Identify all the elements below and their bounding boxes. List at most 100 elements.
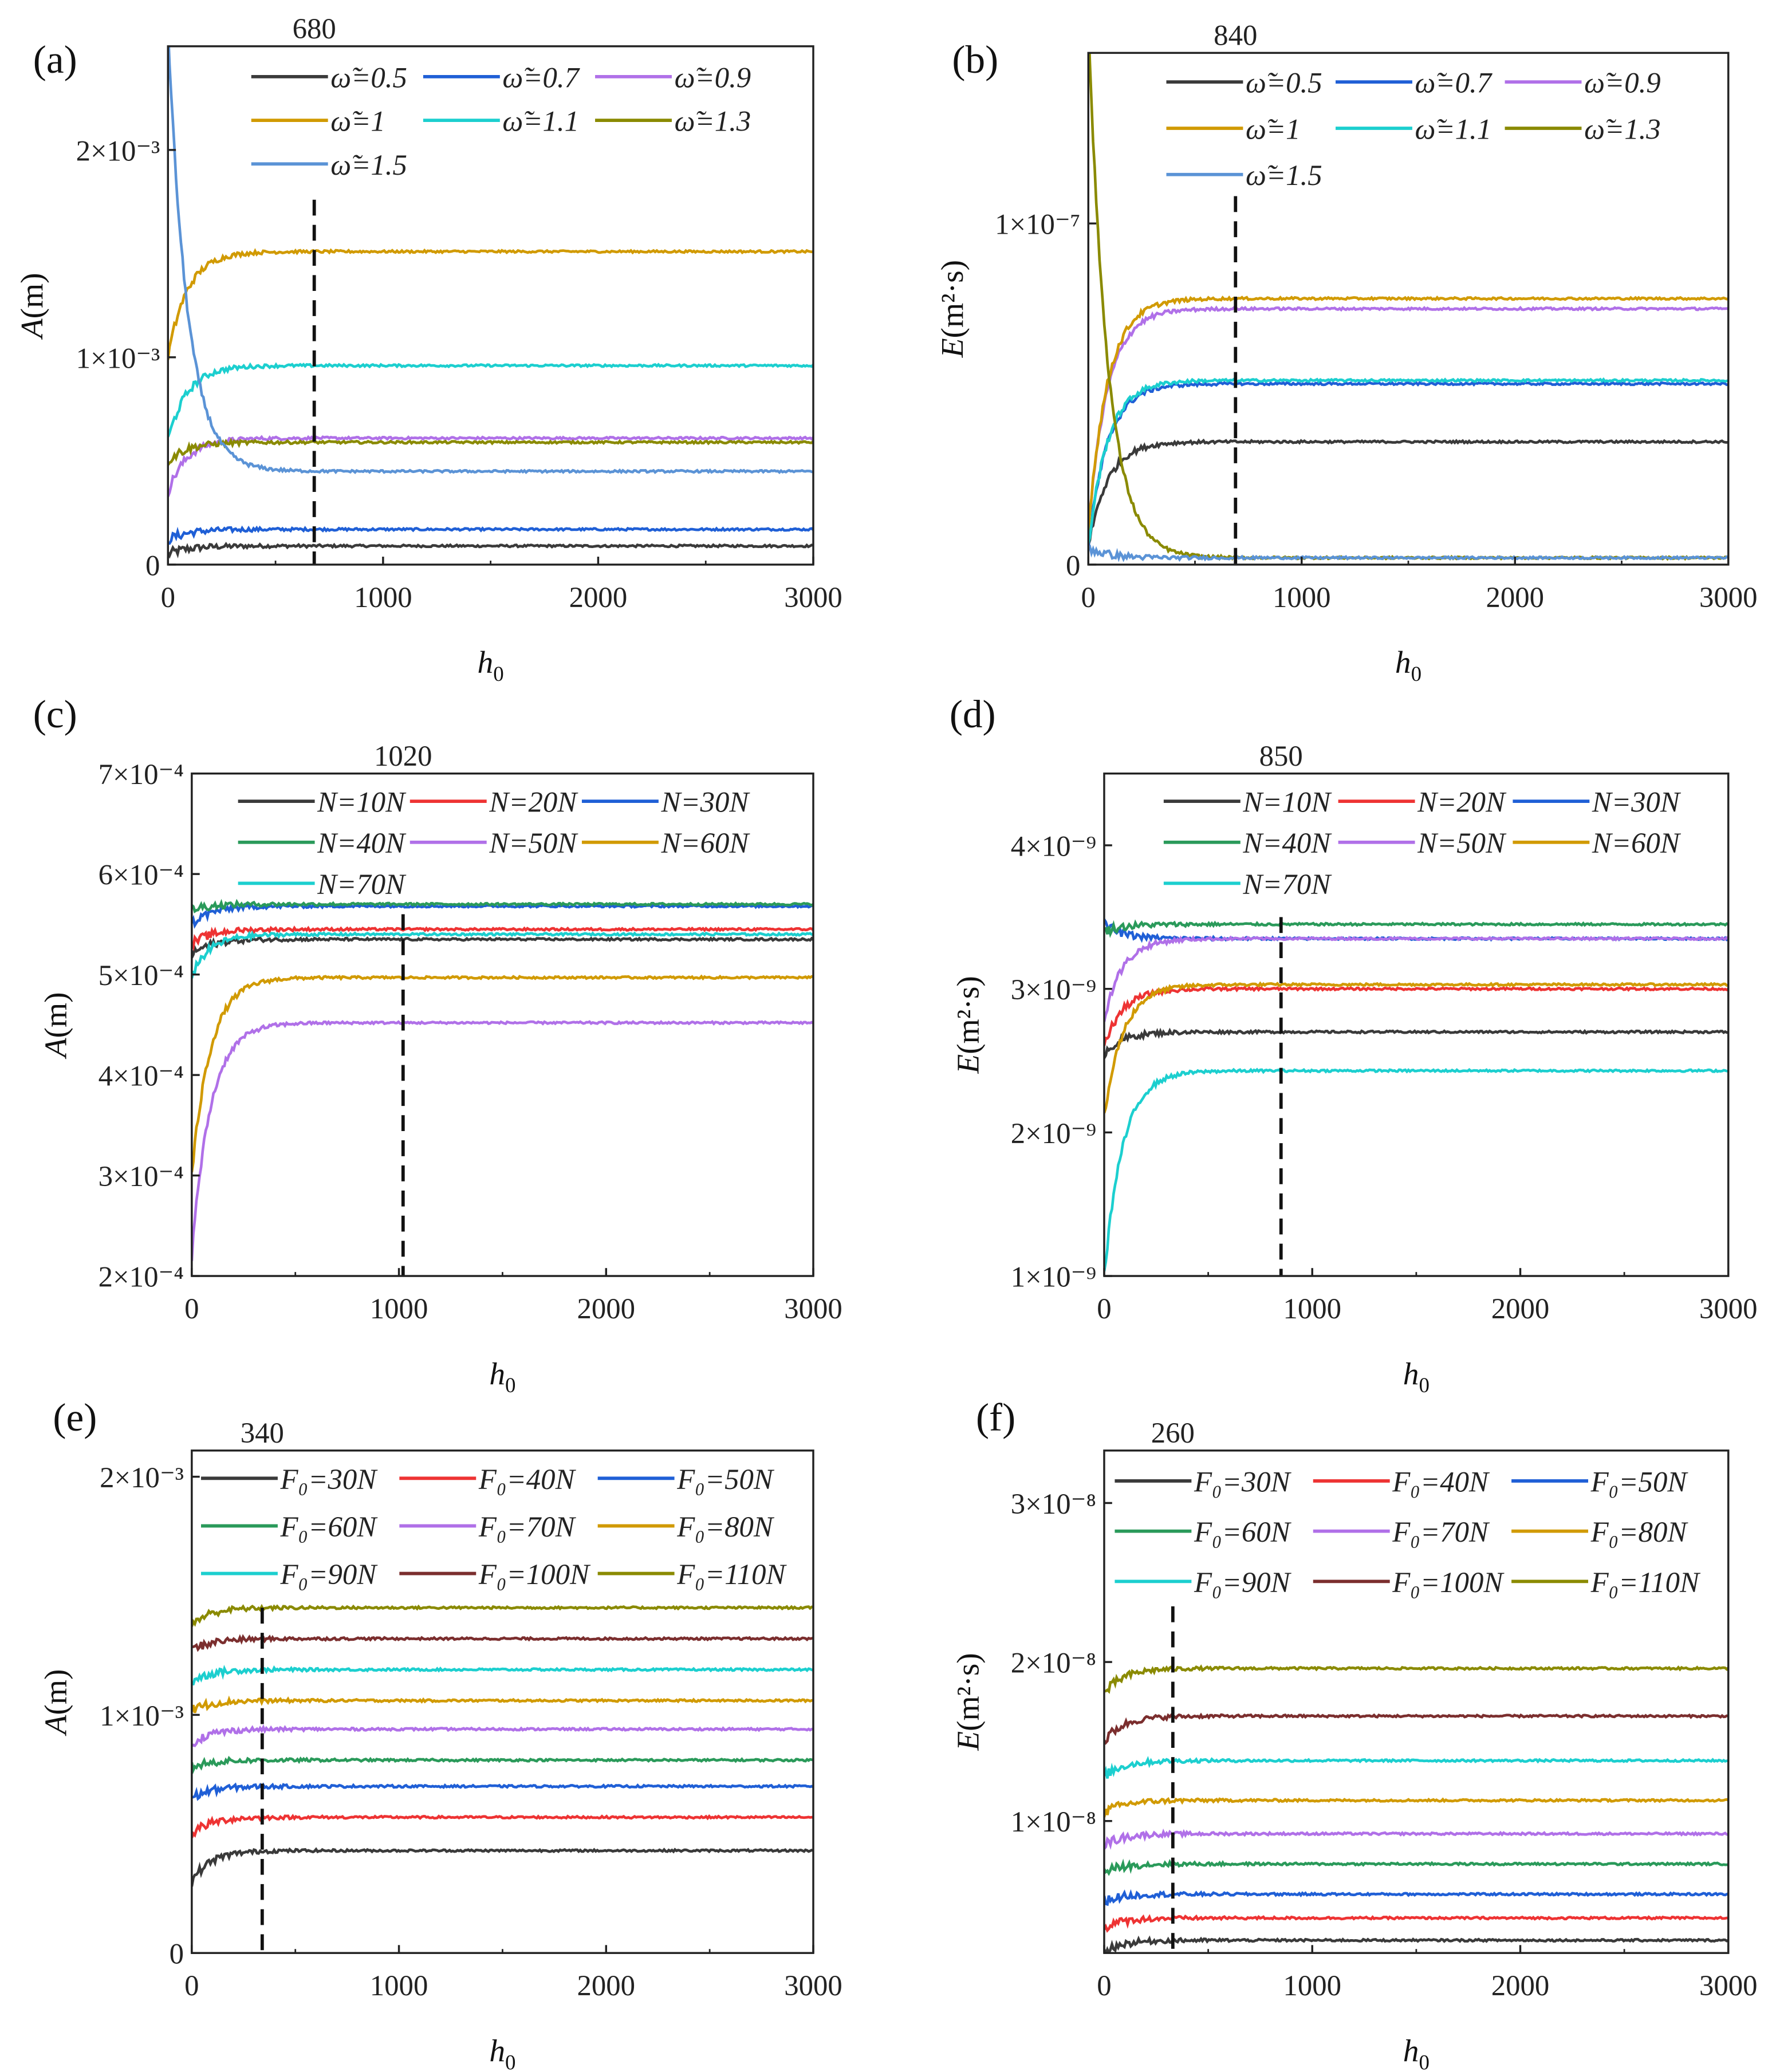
y-tick-label: 5×10⁻⁴	[99, 959, 184, 991]
y-tick-label: 1×10⁻⁸	[1011, 1806, 1096, 1838]
legend-item: N=10N	[238, 786, 407, 818]
legend-item: ω̃=0.9	[595, 61, 751, 93]
legend-item: N=20N	[409, 786, 578, 818]
legend-label: ω̃=0.9	[675, 61, 751, 93]
x-tick-label: 0	[184, 1969, 199, 2002]
x-tick-label: 3000	[1699, 1293, 1758, 1325]
series-line-0	[1088, 438, 1728, 546]
legend-item: F₀=50N	[597, 1463, 775, 1495]
legend-label: ω̃=0.7	[1415, 67, 1493, 99]
series-line-2	[191, 903, 814, 929]
x-axis-label-var: h	[1395, 645, 1411, 680]
y-tick-label: 2×10⁻³	[76, 135, 160, 167]
y-axis-label-var: A	[38, 1714, 73, 1736]
legend-item: ω̃=1.5	[251, 149, 407, 181]
y-axis-label: A(m)	[38, 1669, 73, 1737]
y-tick-label: 6×10⁻⁴	[99, 859, 184, 891]
legend-item: F₀=80N	[597, 1511, 775, 1543]
chart-panel-d: (d) 850 0 1000 2000 3000 1×10⁻⁹ 2×10⁻⁹ 3×10⁻⁹ 4×1…	[950, 692, 1758, 1397]
legend-item: F₀=30N	[201, 1463, 378, 1495]
legend-item: ω̃=1.3	[1505, 113, 1661, 145]
legend-item: F₀=40N	[399, 1463, 577, 1495]
legend-label: N=10N	[317, 786, 407, 818]
series-line-0	[191, 935, 814, 959]
legend-label: N=70N	[317, 868, 407, 900]
legend-label: F₀=70N	[1392, 1516, 1490, 1548]
x-tick-label: 1000	[370, 1969, 428, 2002]
legend-label: F₀=30N	[1194, 1466, 1292, 1498]
y-axis-label-var: A	[14, 318, 49, 340]
series-line-3	[168, 248, 814, 360]
series-line-1	[1104, 985, 1728, 1046]
legend-label: N=40N	[1242, 827, 1332, 859]
series-line-7	[1104, 1712, 1728, 1745]
legend-item: N=60N	[581, 827, 750, 859]
legend-item: ω̃=0.7	[423, 61, 581, 93]
x-tick-label: 2000	[1486, 581, 1544, 613]
x-tick-label: 0	[184, 1293, 199, 1325]
x-tick-label: 0	[1097, 1969, 1111, 2002]
x-tick-label: 3000	[784, 1969, 842, 2002]
x-tick-label: 2000	[1491, 1969, 1550, 2002]
x-axis-label: h0	[1395, 645, 1421, 686]
y-tick-label: 0	[170, 1938, 184, 1970]
legend: N=10N N=20N N=30N N=40N N=50N N=60N N=70N	[238, 786, 750, 900]
y-tick-label: 3×10⁻⁴	[99, 1160, 184, 1192]
legend-label: F₀=60N	[1194, 1516, 1292, 1548]
x-tick-label: 1000	[1273, 581, 1331, 613]
legend-label: N=20N	[1417, 786, 1507, 818]
legend-item: ω̃=0.7	[1336, 67, 1493, 99]
legend-item: ω̃=0.5	[251, 61, 407, 93]
legend-item: F₀=60N	[201, 1511, 378, 1543]
threshold-annotation: 340	[241, 1417, 284, 1449]
legend-label: N=30N	[660, 786, 750, 818]
legend-item: N=40N	[1163, 827, 1332, 859]
legend-item: F₀=110N	[597, 1558, 787, 1590]
series-line-4	[191, 1019, 814, 1261]
legend-label: ω̃=1	[1246, 113, 1301, 145]
series-line-4	[1088, 377, 1728, 544]
legend-label: F₀=110N	[676, 1558, 787, 1590]
legend-item: N=70N	[238, 868, 407, 900]
series-line-8	[1104, 1664, 1728, 1694]
legend-label: N=60N	[1592, 827, 1682, 859]
x-tick-label: 3000	[1699, 1969, 1758, 2002]
series-line-6	[1104, 1756, 1728, 1779]
y-tick-label: 1×10⁻⁷	[995, 208, 1080, 241]
legend-item: F₀=70N	[1313, 1516, 1490, 1548]
legend-item: N=10N	[1163, 786, 1332, 818]
y-tick-label: 2×10⁻⁹	[1011, 1117, 1096, 1149]
x-axis-label: h0	[1403, 2034, 1430, 2072]
legend-item: N=30N	[1513, 786, 1682, 818]
x-tick-label: 3000	[784, 1293, 842, 1325]
legend-label: F₀=80N	[1590, 1516, 1689, 1548]
y-axis-label: A(m)	[38, 992, 73, 1059]
legend: F₀=30N F₀=40N F₀=50N F₀=60N F₀=70N F₀=80N F₀=9…	[201, 1463, 787, 1590]
y-tick-label: 2×10⁻⁸	[1011, 1647, 1096, 1679]
y-tick-label: 1×10⁻³	[100, 1700, 184, 1732]
legend-item: F₀=30N	[1115, 1466, 1292, 1498]
series-line-8	[191, 1604, 814, 1627]
legend-item: ω̃=1.1	[1336, 113, 1491, 145]
y-tick-label: 4×10⁻⁹	[1011, 830, 1096, 862]
y-tick-label: 7×10⁻⁴	[99, 758, 184, 790]
panel-label: (c)	[33, 692, 77, 736]
legend-item: F₀=60N	[1115, 1516, 1292, 1548]
legend-label: ω̃=0.5	[330, 61, 407, 93]
y-axis-label-unit: (m)	[38, 992, 73, 1038]
series-line-3	[1088, 295, 1728, 536]
x-tick-label: 3000	[784, 581, 842, 613]
legend-item: F₀=110N	[1511, 1566, 1701, 1598]
legend-label: F₀=80N	[676, 1511, 775, 1543]
panel-label: (e)	[53, 1395, 97, 1439]
x-tick-label: 2000	[577, 1293, 636, 1325]
legend-label: F₀=100N	[478, 1558, 591, 1590]
legend-label: F₀=40N	[478, 1463, 577, 1495]
legend-label: N=50N	[489, 827, 578, 859]
y-axis-label-unit: (m²·s)	[951, 1653, 986, 1731]
x-axis-label-sub: 0	[1411, 662, 1421, 686]
legend-item: ω̃=0.5	[1166, 67, 1322, 99]
x-tick-label: 2000	[569, 581, 628, 613]
